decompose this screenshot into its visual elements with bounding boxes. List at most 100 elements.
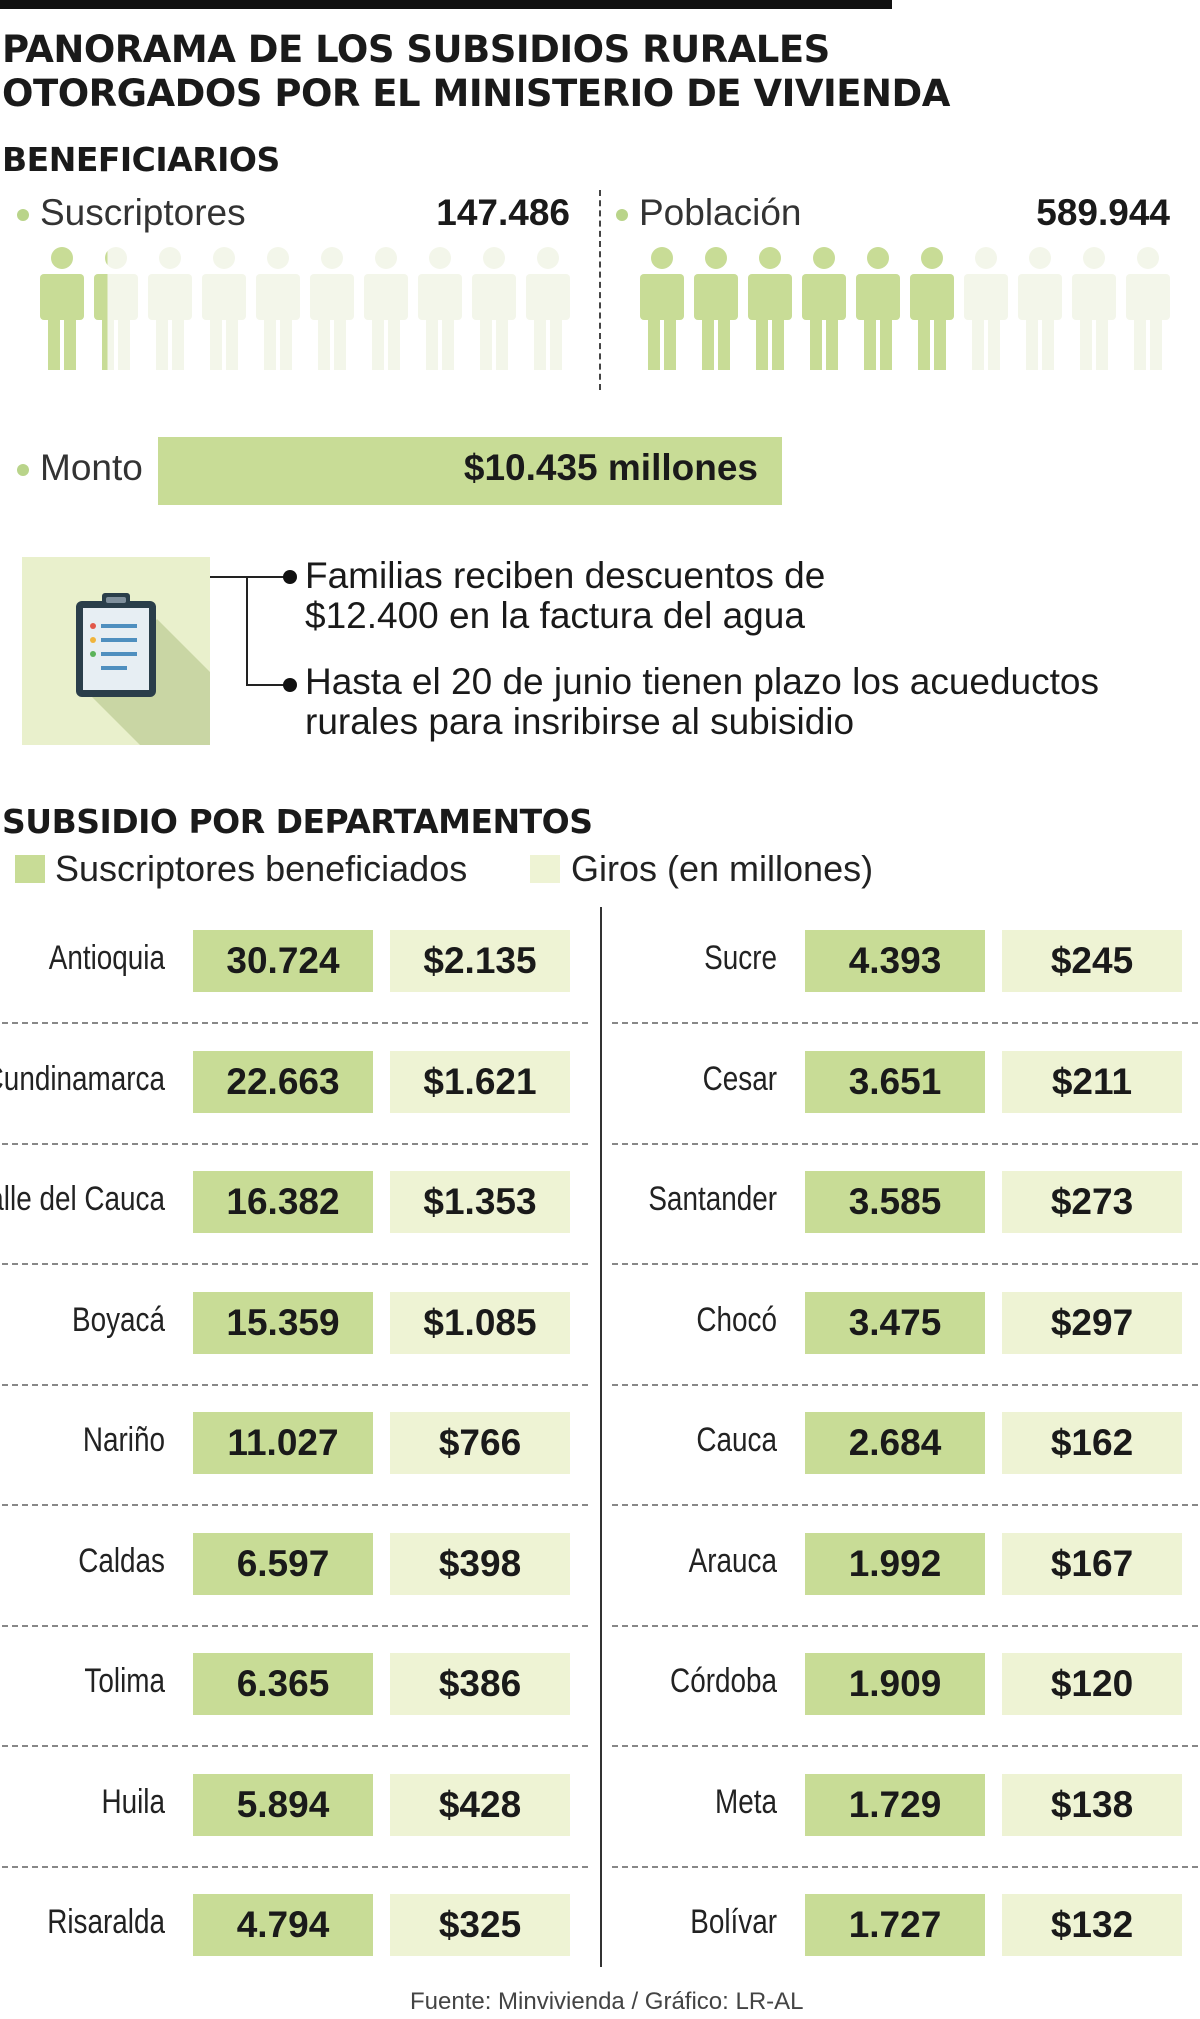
poblacion-figure-filled (694, 247, 738, 370)
giros-cell: $1.353 (390, 1171, 570, 1233)
giros-cell: $120 (1002, 1653, 1182, 1715)
poblacion-figure-empty (1126, 247, 1170, 370)
suscriptores-cell: 1.729 (805, 1774, 985, 1836)
giros-cell: $211 (1002, 1051, 1182, 1113)
monto-label: Monto (40, 447, 143, 488)
suscriptores-figure-filled (94, 251, 108, 370)
poblacion-figure-filled (748, 247, 792, 370)
dept-label: Meta (715, 1783, 777, 1821)
dept-label: Cauca (696, 1421, 777, 1459)
note-2-dot (283, 678, 297, 692)
suscriptores-cell: 16.382 (193, 1171, 373, 1233)
suscriptores-cell: 3.585 (805, 1171, 985, 1233)
row-separator (612, 1745, 1198, 1747)
giros-cell: $428 (390, 1774, 570, 1836)
row-separator (612, 1263, 1198, 1265)
giros-cell: $167 (1002, 1533, 1182, 1595)
beneficiarios-heading: BENEFICIARIOS (2, 140, 280, 179)
dept-label: Boyacá (72, 1301, 165, 1339)
title-line-2: OTORGADOS POR EL MINISTERIO DE VIVIENDA (2, 72, 950, 115)
row-separator (2, 1745, 588, 1747)
giros-cell: $132 (1002, 1894, 1182, 1956)
row-separator (612, 1143, 1198, 1145)
poblacion-figure-empty (1018, 247, 1062, 370)
suscriptores-figure-empty (202, 247, 246, 370)
dept-label: Santander (648, 1180, 777, 1218)
suscriptores-cell: 6.597 (193, 1533, 373, 1595)
legend-giros: Giros (en millones) (571, 848, 874, 889)
suscriptores-figure-empty (148, 247, 192, 370)
suscriptores-figure-filled (40, 247, 84, 370)
row-separator (2, 1143, 588, 1145)
departamentos-heading: SUBSIDIO POR DEPARTAMENTOS (2, 802, 593, 841)
legend-swatch-giros (530, 855, 560, 883)
clipboard-icon (76, 593, 210, 745)
monto-bullet (17, 464, 29, 476)
row-separator (2, 1866, 588, 1868)
poblacion-figure-filled (802, 247, 846, 370)
suscriptores-figures (40, 246, 580, 370)
suscriptores-figure-empty (418, 247, 462, 370)
suscriptores-figure-empty (526, 247, 570, 370)
row-separator (612, 1625, 1198, 1627)
monto-bar (158, 437, 782, 505)
poblacion-figure-filled (910, 247, 954, 370)
row-separator (612, 1504, 1198, 1506)
dept-label: Sucre (704, 939, 777, 977)
poblacion-figure-filled (640, 247, 684, 370)
row-separator (2, 1504, 588, 1506)
giros-cell: $2.135 (390, 930, 570, 992)
giros-cell: $245 (1002, 930, 1182, 992)
giros-cell: $1.085 (390, 1292, 570, 1354)
row-separator (612, 1866, 1198, 1868)
suscriptores-cell: 4.393 (805, 930, 985, 992)
row-separator (2, 1263, 588, 1265)
row-separator (2, 1625, 588, 1627)
giros-cell: $398 (390, 1533, 570, 1595)
legend-suscriptores: Suscriptores beneficiados (55, 848, 468, 889)
suscriptores-bullet (17, 209, 29, 221)
suscriptores-figure-empty (256, 247, 300, 370)
beneficiarios-divider (599, 190, 601, 390)
note-2-line-1: Hasta el 20 de junio tienen plazo los ac… (305, 661, 1099, 702)
page-title: PANORAMA DE LOS SUBSIDIOS RURALES OTORGA… (2, 28, 1002, 116)
dept-label: Nariño (82, 1421, 165, 1459)
giros-cell: $297 (1002, 1292, 1182, 1354)
poblacion-figure-empty (1072, 247, 1116, 370)
dept-label: Risaralda (47, 1903, 165, 1941)
suscriptores-cell: 3.651 (805, 1051, 985, 1113)
dept-label: Bolívar (690, 1903, 777, 1941)
giros-cell: $1.621 (390, 1051, 570, 1113)
dept-label: Antioquia (48, 939, 165, 977)
note-1: Familias reciben descuentos de $12.400 e… (305, 556, 825, 636)
table-divider (600, 907, 602, 1967)
suscriptores-cell: 5.894 (193, 1774, 373, 1836)
suscriptores-cell: 1.727 (805, 1894, 985, 1956)
dept-label: Cesar (702, 1060, 777, 1098)
connector-bottom (246, 684, 284, 686)
monto-value: $10.435 millones (463, 447, 758, 488)
note-2-line-2: rurales para insribirse al subisidio (305, 701, 855, 742)
dept-label: Caldas (78, 1542, 165, 1580)
poblacion-figures (640, 246, 1180, 370)
poblacion-bullet (616, 209, 628, 221)
suscriptores-figure-empty (310, 247, 354, 370)
title-line-1: PANORAMA DE LOS SUBSIDIOS RURALES (2, 28, 830, 71)
suscriptores-label: Suscriptores (40, 192, 246, 233)
row-separator (2, 1022, 588, 1024)
poblacion-label: Población (639, 192, 802, 233)
note-1-line-1: Familias reciben descuentos de (305, 555, 826, 596)
suscriptores-cell: 1.992 (805, 1533, 985, 1595)
dept-label: Chocó (696, 1301, 777, 1339)
giros-cell: $325 (390, 1894, 570, 1956)
dept-label: Cundinamarca (0, 1060, 166, 1098)
source-note: Fuente: Minvivienda / Gráfico: LR-AL (410, 1988, 804, 2015)
note-2: Hasta el 20 de junio tienen plazo los ac… (305, 662, 1099, 742)
top-rule (0, 0, 892, 9)
row-separator (612, 1384, 1198, 1386)
suscriptores-cell: 2.684 (805, 1412, 985, 1474)
giros-cell: $273 (1002, 1171, 1182, 1233)
suscriptores-cell: 4.794 (193, 1894, 373, 1956)
note-1-line-2: $12.400 en la factura del agua (305, 595, 805, 636)
suscriptores-figure-empty (472, 247, 516, 370)
